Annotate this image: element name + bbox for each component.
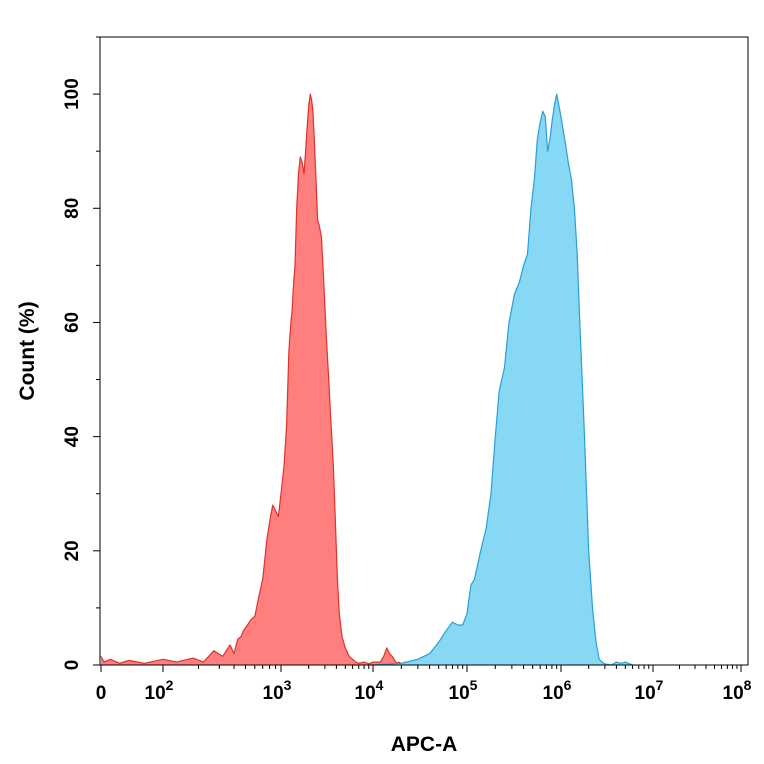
series-2-outline <box>372 93 633 666</box>
series-layer <box>100 93 633 666</box>
series-1-outline <box>100 93 419 666</box>
x-tick-label: 103 <box>263 677 292 704</box>
x-tick-label: 105 <box>449 677 478 704</box>
y-tick-label: 40 <box>62 426 83 447</box>
series-1-area <box>101 94 418 666</box>
plot-frame <box>99 36 749 666</box>
y-axis-title: Count (%) <box>16 301 39 400</box>
x-tick-label: 102 <box>145 677 174 704</box>
x-tick-label: 106 <box>543 677 572 704</box>
x-axis-title: APC-A <box>391 733 458 756</box>
y-tick-label: 0 <box>62 660 83 671</box>
y-tick-label: 60 <box>62 312 83 333</box>
y-axis-ticks: 0 20 40 60 80 100 <box>62 36 100 671</box>
x-tick-label: 0 <box>96 683 107 704</box>
y-tick-label: 100 <box>62 78 83 110</box>
x-tick-label: 108 <box>723 677 752 704</box>
y-tick-label: 80 <box>62 198 83 219</box>
x-axis-ticks: 0 102 103 104 105 106 107 108 <box>96 665 752 704</box>
x-tick-label: 107 <box>635 677 664 704</box>
x-tick-label: 104 <box>355 677 384 704</box>
y-tick-label: 20 <box>62 540 83 561</box>
series-2-area <box>373 94 633 666</box>
